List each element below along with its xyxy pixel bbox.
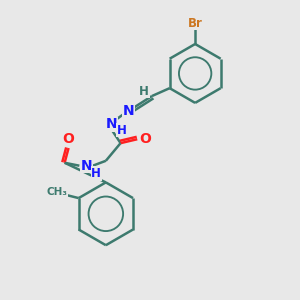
Text: N: N	[80, 159, 92, 173]
Text: CH₃: CH₃	[46, 187, 68, 197]
Text: N: N	[106, 118, 118, 131]
Text: O: O	[139, 132, 151, 146]
Text: H: H	[117, 124, 127, 137]
Text: N: N	[123, 104, 134, 118]
Text: Br: Br	[188, 17, 203, 30]
Text: H: H	[91, 167, 101, 180]
Text: H: H	[139, 85, 149, 98]
Text: O: O	[63, 132, 74, 146]
